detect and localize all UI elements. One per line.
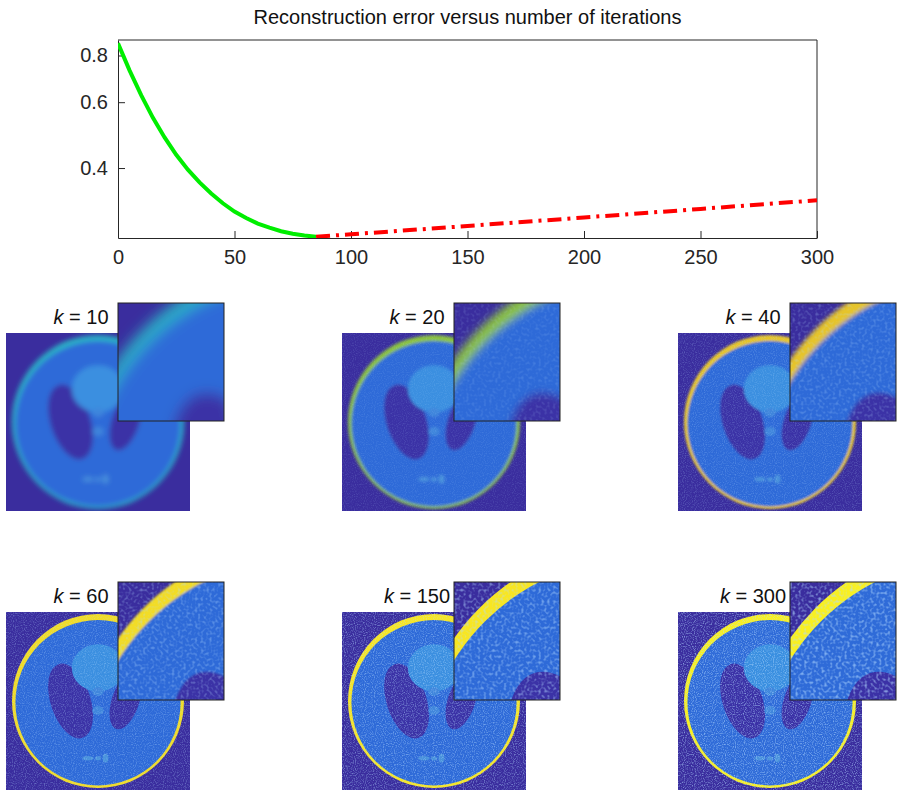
panel-title-rest: = 300 bbox=[730, 585, 786, 607]
panel: k = 300 bbox=[678, 537, 913, 796]
tick-mark bbox=[584, 231, 585, 238]
tick-mark bbox=[817, 231, 818, 238]
inset bbox=[118, 303, 224, 421]
phantom-ellipse bbox=[118, 303, 224, 421]
phantom-ellipse bbox=[92, 427, 103, 436]
tick-mark bbox=[468, 231, 469, 238]
inset bbox=[454, 303, 560, 421]
phantom-ellipse bbox=[103, 475, 109, 484]
inset-border bbox=[454, 582, 560, 700]
panel-title-rest: = 60 bbox=[63, 585, 108, 607]
panel-title-rest: = 40 bbox=[735, 306, 780, 328]
tick-label: 0.6 bbox=[80, 91, 108, 113]
tick-label: 50 bbox=[224, 246, 246, 268]
series-line bbox=[118, 43, 316, 236]
inset-zoom bbox=[118, 582, 224, 700]
tick-label: 0.8 bbox=[80, 44, 108, 66]
tick: 0.6 bbox=[80, 91, 125, 113]
phantom-ellipse bbox=[72, 365, 124, 412]
panel-title: k = 40 bbox=[725, 306, 780, 328]
figure: Reconstruction error versus number of it… bbox=[0, 0, 913, 796]
panel-title: k = 150 bbox=[384, 585, 450, 607]
panel-title-rest: = 20 bbox=[399, 306, 444, 328]
inset-border bbox=[454, 303, 560, 421]
tick: 0.4 bbox=[80, 157, 125, 179]
panel-title: k = 10 bbox=[53, 306, 108, 328]
plot-frame bbox=[817, 40, 818, 238]
tick-mark bbox=[118, 102, 125, 103]
inset-zoom bbox=[118, 303, 224, 421]
phantom-ellipse bbox=[92, 408, 103, 417]
series-line bbox=[316, 200, 817, 236]
chart-title: Reconstruction error versus number of it… bbox=[254, 6, 682, 28]
tick-label: 250 bbox=[684, 246, 717, 268]
y-axis: 0.4 0.6 0.8 bbox=[80, 41, 125, 239]
image-background bbox=[790, 582, 896, 700]
image-background bbox=[790, 303, 896, 421]
axis-line bbox=[119, 238, 818, 239]
tick-mark bbox=[701, 231, 702, 238]
tick: 300 bbox=[801, 231, 834, 268]
tick: 150 bbox=[451, 231, 484, 268]
lines bbox=[118, 43, 817, 236]
image-noise bbox=[790, 582, 896, 700]
image-background bbox=[118, 303, 224, 421]
image-noise bbox=[454, 582, 560, 700]
tick: 250 bbox=[684, 231, 717, 268]
phantom-ellipse bbox=[95, 477, 101, 481]
phantom-ellipse bbox=[118, 303, 224, 421]
tick: 50 bbox=[224, 231, 246, 268]
inset bbox=[118, 582, 224, 700]
image-noise bbox=[790, 303, 896, 421]
panel-title: k = 60 bbox=[53, 585, 108, 607]
phantom bbox=[118, 303, 224, 421]
tick-label: 0.4 bbox=[80, 157, 108, 179]
inset-zoom bbox=[790, 582, 896, 700]
image-background bbox=[118, 582, 224, 700]
phantom-ellipse bbox=[149, 378, 224, 421]
inset-border bbox=[118, 303, 224, 421]
tick-label: 200 bbox=[568, 246, 601, 268]
tick-label: 0 bbox=[113, 246, 124, 268]
inset-zoom bbox=[790, 303, 896, 421]
inset-border bbox=[118, 582, 224, 700]
panel-title: k = 20 bbox=[389, 306, 444, 328]
phantom-ellipse bbox=[82, 477, 93, 481]
tick: 200 bbox=[568, 231, 601, 268]
inset-border bbox=[790, 303, 896, 421]
tick: 100 bbox=[335, 231, 368, 268]
panel-title-rest: = 10 bbox=[63, 306, 108, 328]
axis-line bbox=[118, 41, 119, 239]
tick-label: 150 bbox=[451, 246, 484, 268]
panel-title: k = 300 bbox=[720, 585, 786, 607]
inset bbox=[790, 303, 896, 421]
inset-zoom bbox=[454, 303, 560, 421]
image-background bbox=[454, 303, 560, 421]
image-noise bbox=[454, 303, 560, 421]
tick-label: 100 bbox=[335, 246, 368, 268]
image-noise bbox=[118, 582, 224, 700]
inset bbox=[454, 582, 560, 700]
inset bbox=[790, 582, 896, 700]
inset-border bbox=[790, 582, 896, 700]
image-background bbox=[454, 582, 560, 700]
tick-mark bbox=[118, 168, 125, 169]
inset-zoom bbox=[454, 582, 560, 700]
tick-label: 300 bbox=[801, 246, 834, 268]
plot-frame bbox=[118, 40, 817, 41]
x-axis: 0 50 100 150 200 250 300 bbox=[113, 231, 834, 268]
tick-mark bbox=[235, 231, 236, 238]
panel-title-rest: = 150 bbox=[394, 585, 450, 607]
